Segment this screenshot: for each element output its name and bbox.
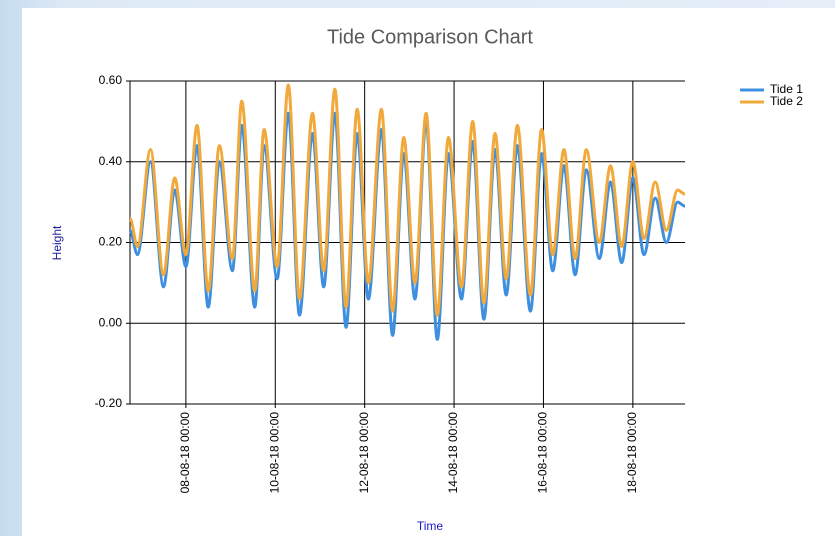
y-tick-label: 0.40	[99, 154, 123, 168]
x-tick-label: 10-08-18 00:00	[267, 412, 281, 494]
x-tick-label: 18-08-18 00:00	[625, 412, 639, 494]
x-tick-label: 08-08-18 00:00	[178, 412, 192, 494]
x-tick-label: 14-08-18 00:00	[446, 412, 460, 494]
chart-panel	[22, 8, 835, 536]
y-tick-label: 0.00	[99, 315, 123, 329]
y-axis-label: Height	[50, 225, 64, 260]
y-tick-label: 0.60	[99, 73, 123, 87]
legend-label: Tide 1	[770, 82, 803, 96]
legend-label: Tide 2	[770, 94, 803, 108]
series-line	[128, 83, 686, 317]
y-tick-label: 0.20	[99, 235, 123, 249]
y-tick-label: -0.20	[95, 396, 123, 410]
x-tick-label: 16-08-18 00:00	[536, 412, 550, 494]
x-tick-label: 12-08-18 00:00	[357, 412, 371, 494]
x-axis-label: Time	[417, 519, 444, 533]
chart-title: Tide Comparison Chart	[327, 26, 533, 48]
